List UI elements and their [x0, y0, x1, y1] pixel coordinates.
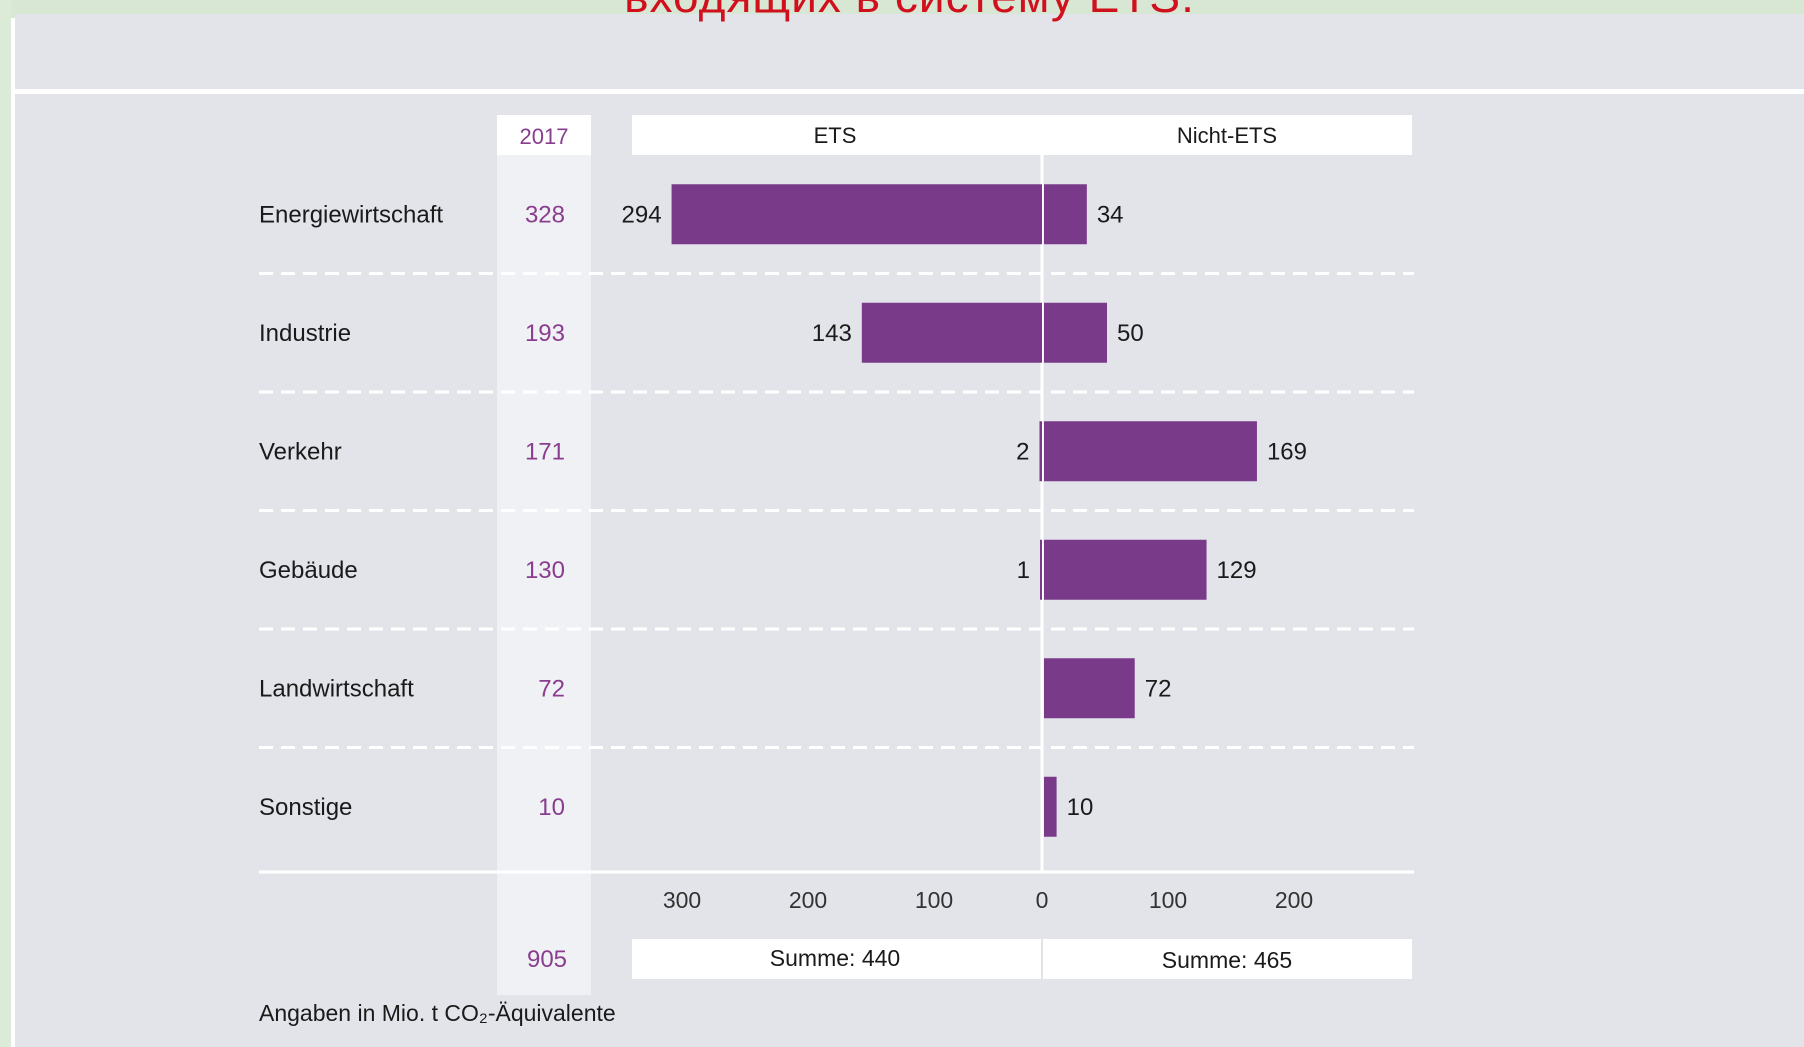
- ets-bar: [861, 302, 1042, 363]
- ets-bar: [1040, 539, 1042, 600]
- row-total: 328: [525, 201, 565, 228]
- panel-divider: [15, 89, 1804, 94]
- year-header-box: [497, 115, 591, 155]
- nicht-ets-bar: [1044, 184, 1087, 245]
- total-column-band: [497, 115, 591, 995]
- category-label: Verkehr: [259, 438, 342, 465]
- grand-total: 905: [527, 946, 567, 973]
- row-total: 130: [525, 557, 565, 584]
- ets-value-label: 2: [1016, 438, 1029, 465]
- nicht-ets-bar: [1044, 539, 1207, 600]
- nicht-ets-value-label: 169: [1267, 438, 1307, 465]
- nicht-ets-value-label: 10: [1067, 794, 1094, 821]
- row-total: 193: [525, 320, 565, 347]
- nicht-ets-bar: [1044, 421, 1257, 482]
- ets-bar: [1039, 421, 1042, 482]
- category-label: Landwirtschaft: [259, 675, 414, 702]
- nicht-ets-value-label: 34: [1097, 201, 1124, 228]
- x-tick-label: 100: [915, 887, 953, 913]
- nicht-ets-value-label: 72: [1145, 675, 1172, 702]
- x-tick-label: 0: [1036, 887, 1049, 913]
- row-total: 72: [538, 675, 565, 702]
- category-label: Energiewirtschaft: [259, 201, 443, 228]
- nicht-ets-bar: [1044, 302, 1107, 363]
- ets-bar: [671, 184, 1042, 245]
- nicht-ets-value-label: 129: [1217, 557, 1257, 584]
- ets-header: ETS: [814, 123, 857, 148]
- category-label: Industrie: [259, 320, 351, 347]
- x-tick-label: 100: [1149, 887, 1187, 913]
- sum-nicht-ets-label: Summe: 465: [1162, 947, 1292, 973]
- sum-ets-label: Summe: 440: [770, 945, 900, 971]
- nicht-ets-header: Nicht-ETS: [1177, 123, 1277, 148]
- ets-value-label: 1: [1017, 557, 1030, 584]
- ets-header-box: [632, 115, 1041, 155]
- ets-value-label: 294: [622, 201, 662, 228]
- nicht-ets-bar: [1044, 658, 1135, 719]
- x-tick-label: 200: [789, 887, 827, 913]
- nicht-ets-value-label: 50: [1117, 320, 1144, 347]
- left-rule: [11, 18, 15, 1047]
- sum-nicht-ets-box: [1043, 939, 1412, 979]
- x-tick-label: 300: [663, 887, 701, 913]
- unit-note: Angaben in Mio. t CO₂-Äquivalente: [259, 1000, 616, 1026]
- category-label: Sonstige: [259, 794, 352, 821]
- ets-value-label: 143: [812, 320, 852, 347]
- x-tick-label: 200: [1275, 887, 1313, 913]
- sum-ets-box: [632, 939, 1041, 979]
- slide-title: входящих в систему ETS:: [15, 0, 1804, 26]
- nicht-ets-header-box: [1043, 115, 1412, 155]
- year-header: 2017: [520, 124, 569, 149]
- left-stripe: [0, 0, 11, 1047]
- category-label: Gebäude: [259, 557, 358, 584]
- row-total: 171: [525, 438, 565, 465]
- row-total: 10: [538, 794, 565, 821]
- nicht-ets-bar: [1044, 776, 1057, 837]
